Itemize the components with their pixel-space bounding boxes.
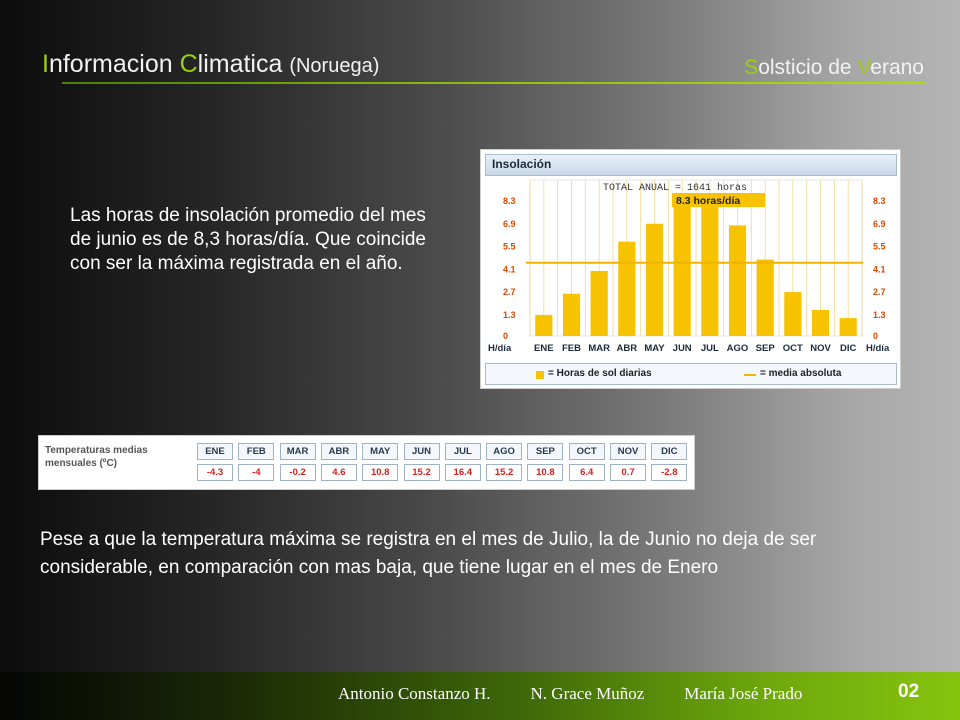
x-tick-label: FEB [562, 343, 581, 354]
subtitle-initial-s: S [744, 56, 759, 79]
temp-value-nov: 0.7 [610, 464, 646, 481]
temp-header-abr: ABR [320, 443, 357, 460]
temp-value-jul: 16.4 [444, 464, 481, 481]
y-tick-label-left: 6.9 [503, 219, 516, 229]
y-axis-unit-left: H/día [488, 343, 512, 354]
y-tick-label-left: 1.3 [503, 310, 516, 320]
temp-value-may: 10.8 [362, 464, 399, 481]
author-3: María José Prado [684, 684, 803, 703]
title-initial-i: I [42, 50, 49, 78]
bar-may [645, 223, 664, 336]
temp-header-nov: NOV [610, 443, 646, 460]
y-tick-label-right: 5.5 [873, 242, 886, 252]
x-tick-label: MAR [588, 343, 610, 354]
temp-value-jun: 15.2 [403, 464, 440, 481]
bar-dic [839, 318, 857, 336]
y-tick-label-right: 6.9 [873, 219, 886, 229]
y-tick-label-left: 4.1 [503, 264, 516, 274]
y-axis-unit-right: H/día [866, 343, 890, 354]
y-tick-label-left: 5.5 [503, 242, 516, 252]
temp-header-may: MAY [362, 443, 399, 460]
temp-header-jul: JUL [444, 443, 481, 460]
annotation-peak: 8.3 horas/día [676, 195, 740, 207]
temp-value-oct: 6.4 [568, 464, 605, 481]
bar-sep [756, 259, 774, 336]
bar-mar [590, 270, 608, 336]
y-tick-label-right: 8.3 [873, 196, 886, 206]
temp-header-feb: FEB [238, 443, 275, 460]
insolation-chart-svg: 8.3 8.3 6.9 6.9 5.5 5.5 4.1 4.1 2.7 2.7 1.3 1.3 0 0 EN… [488, 179, 890, 354]
insolation-paragraph: Las horas de insolación promedio del mes… [70, 205, 426, 274]
title-word-climatica: limatica [197, 50, 290, 78]
x-tick-label: ENE [534, 343, 554, 354]
x-tick-label: DIC [840, 343, 857, 354]
slide-subtitle: Solsticio de Verano [744, 56, 924, 80]
temp-header-jun: JUN [403, 443, 440, 460]
temp-header-ago: AGO [486, 443, 523, 460]
page-number: 02 [898, 681, 920, 702]
annotation-peak-bg [672, 193, 765, 207]
legend-mean-swatch [744, 374, 756, 376]
footer-bar [0, 672, 960, 720]
x-tick-label: AGO [727, 343, 749, 354]
bar-feb [562, 293, 581, 336]
bar-ene [535, 314, 553, 336]
subtitle-word-verano: erano [870, 56, 924, 79]
temp-value-ene: -4.3 [197, 464, 233, 481]
bar-jul [701, 201, 719, 336]
temperature-paragraph: Pese a que la temperatura máxima se regi… [40, 529, 817, 578]
title-country: (Noruega) [289, 55, 380, 77]
temp-value-dic: -2.8 [651, 464, 688, 481]
bar-jun [673, 201, 691, 336]
x-tick-label: JUN [673, 343, 692, 354]
y-tick-label-right: 0 [873, 331, 878, 341]
title-initial-c: C [179, 50, 198, 78]
temp-value-sep: 10.8 [527, 464, 564, 481]
legend-bars-label: = Horas de sol diarias [548, 368, 652, 379]
temp-header-oct: OCT [568, 443, 605, 460]
header-divider [62, 82, 926, 84]
insolation-chart: 8.3 8.3 6.9 6.9 5.5 5.5 4.1 4.1 2.7 2.7 1.3 1.3 0 0 EN… [480, 149, 901, 389]
y-tick-label-right: 4.1 [873, 264, 886, 274]
legend-bar-swatch [536, 371, 544, 379]
temp-value-mar: -0.2 [279, 464, 316, 481]
bar-abr [618, 241, 636, 336]
title-word-informacion: nformacion [48, 50, 180, 78]
temp-header-dic: DIC [651, 443, 688, 460]
y-tick-label-left: 2.7 [503, 287, 516, 297]
temp-header-ene: ENE [197, 443, 233, 460]
author-2: N. Grace Muñoz [530, 684, 645, 703]
temp-header-mar: MAR [279, 443, 316, 460]
temperature-table-label: Temperaturas medias mensuales (ºC) [45, 445, 148, 469]
slide-title: Informacion Climatica (Noruega) [42, 50, 379, 79]
chart-legend: = Horas de sol diarias = media absoluta [485, 363, 897, 385]
footer-authors: Antonio Constanzo H. N. Grace Muñoz María … [338, 684, 842, 704]
annotation-total: TOTAL ANUAL = 1641 horas [603, 182, 747, 194]
author-1: Antonio Constanzo H. [338, 684, 491, 703]
bar-nov [811, 309, 830, 336]
y-tick-label-right: 1.3 [873, 310, 886, 320]
temperature-table: Temperaturas medias mensuales (ºC) ENE -4… [38, 435, 695, 490]
bar-oct [784, 292, 802, 336]
temp-value-feb: -4 [238, 464, 275, 481]
x-tick-label: ABR [617, 343, 638, 354]
subtitle-word-solsticio: olsticio de [758, 56, 858, 79]
x-tick-label: NOV [810, 343, 831, 354]
x-tick-label: SEP [756, 343, 776, 354]
y-tick-label-left: 8.3 [503, 196, 516, 206]
chart-title: Insolación [492, 157, 552, 171]
y-tick-label-right: 2.7 [873, 287, 886, 297]
y-tick-label-left: 0 [503, 331, 508, 341]
bar-ago [728, 225, 747, 336]
x-tick-label: JUL [701, 343, 719, 354]
x-tick-label: OCT [783, 343, 803, 354]
subtitle-initial-v: V [857, 56, 871, 79]
temp-value-abr: 4.6 [320, 464, 357, 481]
legend-mean-label: = media absoluta [760, 368, 842, 379]
temp-value-ago: 15.2 [486, 464, 523, 481]
x-tick-label: MAY [644, 343, 665, 354]
temp-header-sep: SEP [527, 443, 564, 460]
chart-title-bar: Insolación [485, 154, 897, 176]
